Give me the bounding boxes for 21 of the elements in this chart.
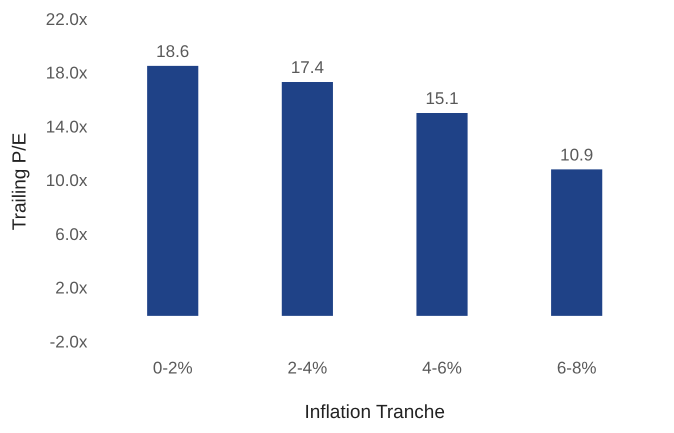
bar [551, 169, 602, 316]
x-tick-label: 6-8% [556, 358, 597, 378]
y-tick-label: 14.0x [46, 117, 88, 136]
data-label: 17.4 [290, 58, 324, 78]
y-tick-label: 18.0x [46, 64, 88, 83]
y-tick-label: 22.0x [46, 10, 88, 29]
data-label: 18.6 [156, 42, 190, 62]
bar [282, 82, 333, 316]
y-tick-label: 6.0x [55, 224, 88, 244]
x-tick-label: 0-2% [152, 358, 193, 378]
y-tick-label: -2.0x [50, 332, 88, 352]
y-tick-label: 10.0x [46, 171, 88, 190]
bar [147, 66, 198, 316]
y-axis-title: Trailing P/E [10, 132, 31, 230]
y-tick-label: 2.0x [55, 278, 88, 298]
data-label: 15.1 [425, 89, 459, 108]
bar [416, 112, 468, 316]
data-label: 10.9 [560, 146, 594, 165]
x-tick-label: 2-4% [288, 358, 328, 378]
x-axis-title: Inflation Tranche [304, 402, 445, 423]
x-tick-label: 4-6% [422, 358, 462, 378]
